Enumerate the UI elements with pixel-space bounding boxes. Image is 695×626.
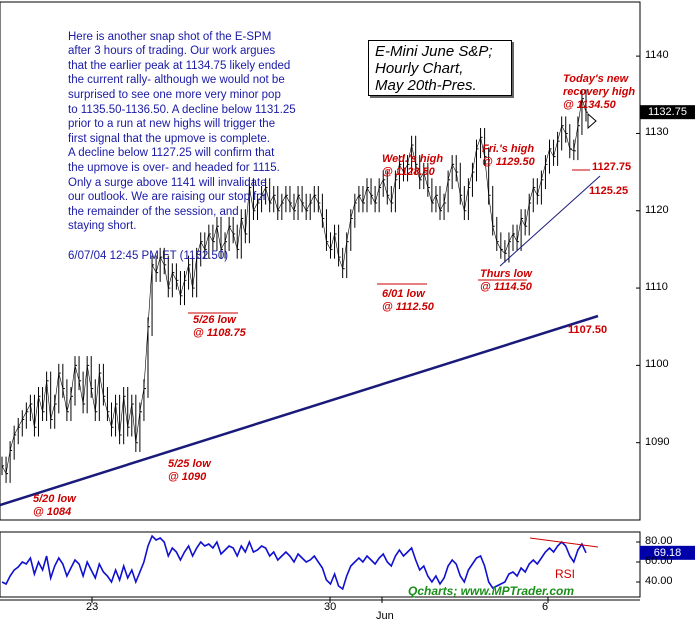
- commentary-line: surprised to see one more very minor pop: [68, 88, 281, 101]
- price-tick-label: 1120: [645, 203, 669, 216]
- x-tick-label: 23: [86, 601, 99, 613]
- short-trendline: [499, 175, 601, 267]
- commentary-line: the current rally- although we would not…: [68, 74, 285, 87]
- annotation-may26-low: 5/26 low @ 1108.75: [193, 314, 246, 339]
- commentary-body: Here is another snap shot of the E-SPM af…: [68, 30, 328, 234]
- commentary-line: Only a surge above 1141 will invalidate: [68, 176, 267, 189]
- rsi-tick-label: 40.00: [645, 575, 673, 587]
- last-price-tag-bg: [640, 105, 695, 120]
- commentary-line: A decline below 1127.25 will confirm tha…: [68, 147, 275, 160]
- commentary-line: after 3 hours of trading. Our work argue…: [68, 45, 276, 58]
- rsi-series-line: [1, 534, 587, 591]
- price-tick-label: 1110: [645, 281, 668, 294]
- commentary-line: our outlook. We are raising our stop for: [68, 191, 267, 204]
- commentary-line: the remainder of the session, and: [68, 205, 239, 218]
- annotation-may20-low: 5/20 low @ 1084: [33, 493, 76, 518]
- annotation-thurs-low: Thurs low @ 1114.50: [480, 268, 532, 293]
- x-tick-label: Jun: [376, 610, 394, 622]
- price-tick-label: 1130: [645, 126, 669, 139]
- credit-text: Qcharts; www.MPTrader.com: [408, 584, 575, 598]
- rsi-pane-frame: [0, 531, 641, 598]
- price-tick-label: 1140: [645, 49, 669, 62]
- commentary-line: to 1135.50-1136.50. A decline below 1131…: [68, 103, 296, 116]
- price-pane-frame: [0, 1, 641, 521]
- commentary-text: Here is another snap shot of the E-SPM af…: [68, 15, 328, 278]
- chart-title-box: E-Mini June S&P; Hourly Chart, May 20th-…: [368, 40, 512, 96]
- commentary-line: the upmove is over- and headed for 1115.: [68, 161, 280, 174]
- rsi-tick-label: 60.00: [645, 555, 673, 567]
- commentary-line: first signal that the upmove is complete…: [68, 132, 270, 145]
- last-rsi-tag: 69.18: [653, 546, 682, 559]
- annotation-recovery-high: Today's new recovery high @ 1134.50: [563, 73, 636, 111]
- price-tick-label: 1100: [645, 358, 669, 371]
- annotation-fri-high: Fri.'s high @ 1129.50: [482, 143, 535, 168]
- commentary-line: prior to a run at new highs will trigger…: [68, 118, 276, 131]
- rsi-tick-label: 80.00: [645, 535, 673, 547]
- commentary-line: that the earlier peak at 1134.75 likely …: [68, 59, 291, 72]
- annotation-may25-low: 5/25 low @ 1090: [168, 458, 211, 483]
- last-price-tag: 1132.75: [648, 106, 687, 119]
- rsi-divergence-line: [529, 537, 599, 548]
- x-tick-label: 6: [542, 601, 549, 613]
- annotation-1127-75: 1127.75: [592, 161, 632, 173]
- annotation-1125-25: 1125.25: [589, 185, 629, 197]
- x-tick-label: 30: [324, 601, 337, 613]
- annotation-1107-50: 1107.50: [568, 324, 608, 336]
- annotation-wed-high: Wed.'s high @ 1128.50: [382, 153, 444, 178]
- price-tick-label: 1090: [645, 435, 670, 448]
- commentary-timestamp: 6/07/04 12:45 PM ET (1132.50): [68, 249, 229, 262]
- price-series-line: [1, 98, 587, 475]
- annotation-jun01-low: 6/01 low @ 1112.50: [382, 288, 434, 313]
- commentary-line: Here is another snap shot of the E-SPM: [68, 30, 272, 43]
- long-trendline: [0, 314, 599, 507]
- last-rsi-tag-bg: [640, 545, 695, 560]
- rsi-label: RSI: [555, 567, 576, 581]
- price-pointer-triangle: [587, 112, 597, 130]
- commentary-line: staying short.: [68, 220, 137, 233]
